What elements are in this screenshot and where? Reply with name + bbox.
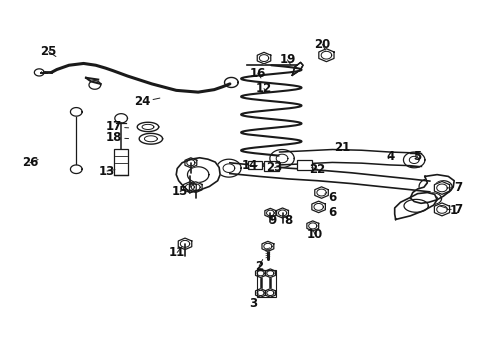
Polygon shape — [255, 289, 265, 297]
Polygon shape — [276, 208, 288, 218]
Text: 6: 6 — [325, 207, 336, 220]
Text: 6: 6 — [325, 192, 336, 204]
Polygon shape — [318, 49, 333, 62]
Text: 3: 3 — [249, 293, 258, 310]
Text: 11: 11 — [169, 246, 185, 259]
Text: 24: 24 — [134, 95, 160, 108]
Bar — [248, 161, 262, 169]
Text: 7: 7 — [447, 203, 461, 216]
Text: 14: 14 — [241, 159, 257, 172]
Polygon shape — [176, 158, 220, 193]
Text: 2: 2 — [255, 260, 263, 273]
Polygon shape — [306, 221, 318, 231]
Text: 21: 21 — [330, 141, 349, 154]
Polygon shape — [433, 181, 448, 194]
Bar — [256, 270, 276, 297]
Text: 20: 20 — [314, 38, 330, 51]
Bar — [297, 160, 311, 170]
Polygon shape — [264, 269, 275, 278]
Text: 7: 7 — [447, 181, 461, 194]
Bar — [264, 161, 278, 171]
Polygon shape — [184, 158, 196, 168]
Text: 25: 25 — [40, 45, 57, 58]
Polygon shape — [433, 203, 448, 216]
Text: 17: 17 — [105, 121, 128, 134]
Text: 23: 23 — [266, 161, 282, 174]
Text: 18: 18 — [105, 131, 128, 144]
Text: 26: 26 — [22, 156, 38, 169]
Text: 5: 5 — [413, 150, 421, 163]
Text: 13: 13 — [99, 165, 115, 177]
Text: 15: 15 — [172, 185, 188, 198]
Polygon shape — [314, 187, 327, 198]
Text: 12: 12 — [255, 82, 272, 95]
Polygon shape — [262, 241, 273, 251]
Polygon shape — [264, 289, 275, 297]
Polygon shape — [394, 193, 436, 220]
Text: 22: 22 — [309, 163, 325, 176]
Polygon shape — [409, 175, 453, 203]
Text: 9: 9 — [267, 214, 276, 227]
Polygon shape — [189, 182, 202, 193]
Polygon shape — [257, 52, 270, 64]
Polygon shape — [264, 208, 275, 218]
Text: 10: 10 — [306, 228, 323, 241]
Text: 4: 4 — [386, 150, 394, 163]
Polygon shape — [183, 182, 196, 193]
Polygon shape — [292, 62, 303, 75]
Text: 8: 8 — [284, 214, 292, 227]
Text: 19: 19 — [279, 53, 295, 66]
Text: 1: 1 — [439, 204, 457, 217]
Polygon shape — [178, 238, 191, 249]
Polygon shape — [255, 269, 265, 278]
Polygon shape — [311, 201, 325, 213]
Text: 16: 16 — [249, 67, 265, 80]
